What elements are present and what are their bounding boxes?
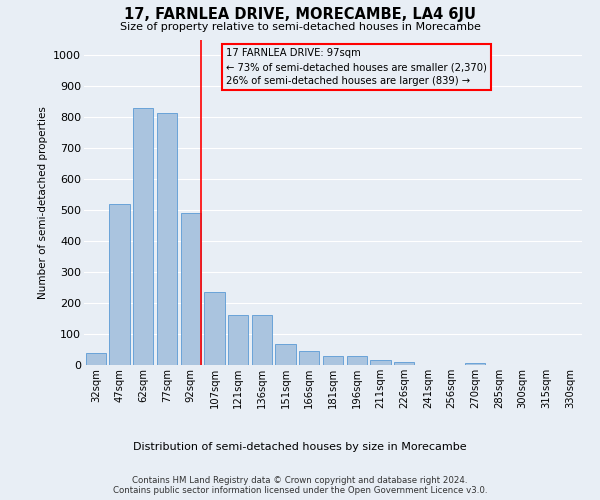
Bar [181, 214, 201, 365]
Bar [228, 314, 248, 365]
Bar [394, 362, 414, 365]
Y-axis label: Number of semi-detached properties: Number of semi-detached properties [38, 106, 47, 299]
Bar [275, 344, 296, 365]
Text: Distribution of semi-detached houses by size in Morecambe: Distribution of semi-detached houses by … [133, 442, 467, 452]
Text: Contains public sector information licensed under the Open Government Licence v3: Contains public sector information licen… [113, 486, 487, 495]
Bar [205, 292, 224, 365]
Bar [347, 356, 367, 365]
Bar [86, 352, 106, 365]
Bar [465, 362, 485, 365]
Bar [252, 314, 272, 365]
Bar [133, 108, 154, 365]
Text: Size of property relative to semi-detached houses in Morecambe: Size of property relative to semi-detach… [119, 22, 481, 32]
Bar [157, 112, 177, 365]
Bar [323, 356, 343, 365]
Bar [370, 360, 391, 365]
Text: 17, FARNLEA DRIVE, MORECAMBE, LA4 6JU: 17, FARNLEA DRIVE, MORECAMBE, LA4 6JU [124, 8, 476, 22]
Bar [109, 204, 130, 365]
Text: 17 FARNLEA DRIVE: 97sqm
← 73% of semi-detached houses are smaller (2,370)
26% of: 17 FARNLEA DRIVE: 97sqm ← 73% of semi-de… [226, 48, 487, 86]
Text: Contains HM Land Registry data © Crown copyright and database right 2024.: Contains HM Land Registry data © Crown c… [132, 476, 468, 485]
Bar [299, 351, 319, 365]
